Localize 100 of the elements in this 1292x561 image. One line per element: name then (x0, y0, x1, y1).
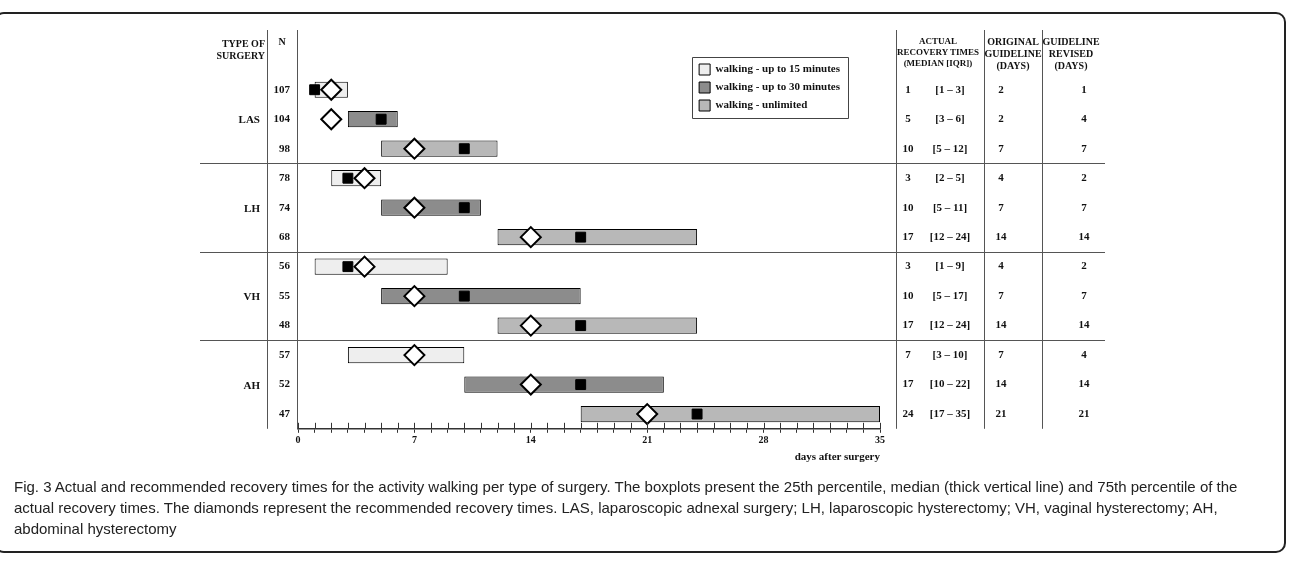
text: 2 (998, 112, 1005, 125)
y-tick-label: 47 (279, 406, 291, 419)
y-axis-title: N (278, 36, 286, 47)
text: 1 (1081, 82, 1087, 95)
legend-label: walking - up to 15 minutes (715, 62, 841, 75)
text: [12 – 24] (929, 230, 971, 242)
text: [5 – 17] (932, 288, 968, 301)
point (342, 172, 354, 184)
point (353, 255, 376, 278)
y-tick-label: 48 (279, 318, 291, 331)
point (403, 285, 426, 308)
text: [2 – 5] (935, 171, 965, 184)
point (342, 261, 354, 273)
text: [1 – 3] (935, 82, 965, 95)
text: 2 (1081, 259, 1088, 272)
point (519, 226, 542, 249)
text: 7 (905, 347, 912, 360)
text: [12 – 24] (929, 318, 971, 331)
text: 21 (995, 406, 1007, 419)
x-tick-label: 0 (295, 434, 301, 446)
point (309, 84, 321, 96)
point (519, 314, 542, 337)
y-tick-label: 56 (279, 259, 291, 272)
y-tick-label: 98 (279, 141, 291, 154)
point (403, 344, 426, 367)
text: 4 (1081, 347, 1088, 360)
text: 24 (902, 406, 914, 419)
text: 4 (1081, 112, 1088, 125)
text: AH (242, 378, 260, 391)
text: ACTUAL RECOVERY TIMES (MEDIAN [IQR]) (896, 36, 980, 69)
text: LH (243, 201, 260, 214)
legend-label: walking - unlimited (715, 98, 808, 111)
text: [5 – 12] (932, 141, 968, 154)
y-tick-label: 55 (279, 288, 291, 301)
text: 17 (902, 230, 914, 242)
text: 4 (998, 259, 1005, 272)
text: 7 (1081, 200, 1088, 213)
y-tick-label: 68 (279, 230, 291, 242)
text: 14 (995, 230, 1007, 242)
point (575, 320, 587, 332)
x-tick-label: 14 (525, 434, 536, 446)
text: 10 (902, 288, 914, 301)
text: 14 (995, 377, 1007, 390)
text: 14 (995, 318, 1007, 331)
text: LAS (237, 113, 260, 126)
text: 7 (998, 347, 1005, 360)
point (575, 379, 587, 391)
caption: Fig. 3 Actual and recommended recovery times for the activity walking per type of surgery. The boxplots present the 25th percentile, median (thick vertical line) and 75th percentile of the actual recovery times. The diamonds represent the recommended recovery times. LAS, laparoscopic adnexal surgery; LH, laparoscopic hysterectomy; VH, vaginal hysterectomy; AH, abdominal hysterectomy (14, 477, 1239, 539)
text: 1 (905, 82, 911, 95)
x-tick-label: 28 (758, 434, 769, 446)
point (403, 196, 426, 219)
text: 3 (905, 259, 912, 272)
text: 5 (905, 112, 912, 125)
text: 14 (1078, 230, 1090, 242)
text: [1 – 9] (935, 259, 965, 272)
point (636, 403, 659, 426)
text: 7 (1081, 288, 1088, 301)
text: 7 (998, 200, 1005, 213)
text: 2 (1081, 171, 1088, 184)
text: 7 (998, 288, 1005, 301)
text: ORIGINAL GUIDELINE (DAYS) (984, 36, 1042, 72)
point (575, 231, 587, 243)
text: 2 (998, 82, 1005, 95)
text: 10 (902, 200, 914, 213)
x-tick-label: 7 (411, 434, 417, 446)
text: [3 – 6] (935, 112, 965, 125)
point (403, 137, 426, 160)
y-tick-label: 104 (273, 112, 291, 125)
x-tick-label: 35 (875, 434, 885, 446)
text: VH (242, 290, 260, 303)
text: 17 (902, 318, 914, 331)
text: 21 (1078, 406, 1090, 419)
text: [17 – 35] (929, 406, 971, 419)
point (458, 143, 470, 155)
point (458, 202, 470, 214)
legend-label: walking - up to 30 minutes (715, 80, 841, 93)
text: 3 (905, 171, 912, 184)
text: [5 – 11] (932, 200, 968, 213)
y-tick-label: 78 (279, 171, 291, 184)
text: 14 (1078, 318, 1090, 331)
point (375, 113, 387, 125)
text: [3 – 10] (932, 347, 968, 360)
point (320, 78, 343, 101)
text: GUIDELINE REVISED (DAYS) (1042, 36, 1100, 72)
point (691, 408, 703, 420)
text: 14 (1078, 377, 1090, 390)
text: 7 (1081, 141, 1088, 154)
text: 4 (998, 171, 1005, 184)
text: [10 – 22] (929, 377, 971, 390)
point (458, 290, 470, 302)
y-tick-label: 57 (279, 347, 291, 360)
y-tick-label: 107 (273, 82, 291, 95)
x-tick-label: 21 (642, 434, 653, 446)
text: 7 (998, 141, 1005, 154)
point (353, 167, 376, 190)
text: 10 (902, 141, 914, 154)
point (519, 373, 542, 396)
y-tick-label: 52 (279, 377, 291, 390)
y-tick-label: 74 (279, 200, 291, 213)
point (320, 108, 343, 131)
